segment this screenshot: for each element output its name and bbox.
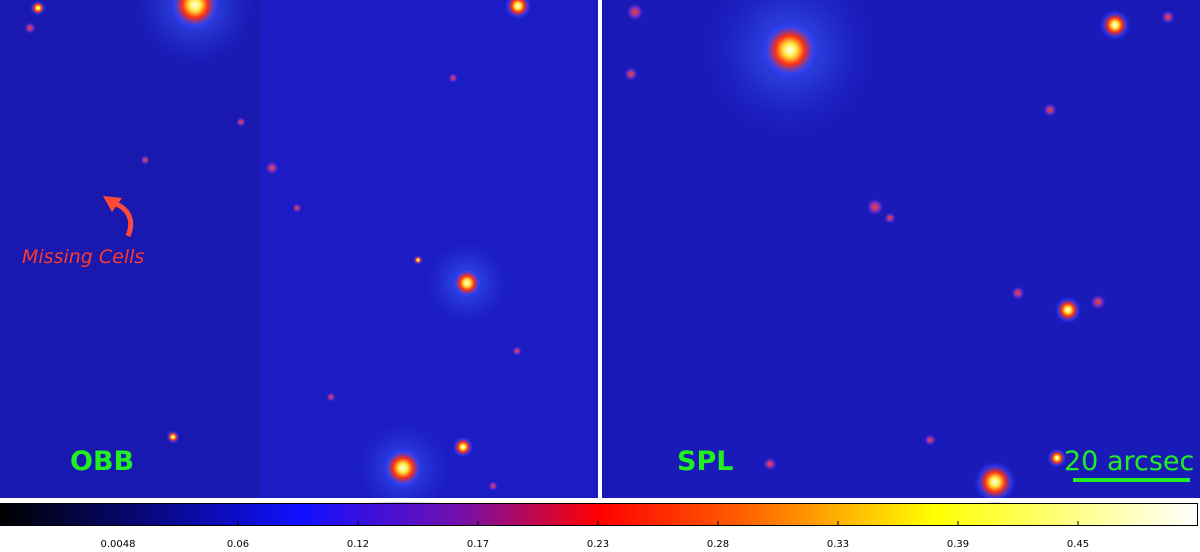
panel-label: OBB <box>70 446 134 477</box>
colorbar-tick-label: 0.06 <box>227 539 249 550</box>
scale-bar-label: 20 arcsec <box>1064 446 1194 477</box>
arrow-head <box>103 196 122 212</box>
colorbar-tick-label: 0.28 <box>707 539 729 550</box>
colorbar-tick-label: 0.33 <box>827 539 849 550</box>
colorbar-tick-label: 0.39 <box>947 539 969 550</box>
arrow <box>114 201 134 237</box>
annotation: Missing Cells <box>22 246 144 268</box>
divider <box>0 498 1200 502</box>
left-panel <box>0 0 598 518</box>
colorbar-tick-label: 0.45 <box>1067 539 1089 550</box>
divider <box>598 0 602 498</box>
colorbar-tick-label: 0.23 <box>587 539 609 550</box>
scale-bar <box>1073 478 1190 482</box>
colorbar-tick-label: 0.0048 <box>101 539 136 550</box>
colorbar-tick-label: 0.12 <box>347 539 369 550</box>
panel-label: SPL <box>677 446 733 477</box>
colorbar-tick-label: 0.17 <box>467 539 489 550</box>
colorbar <box>0 503 1198 526</box>
right-panel <box>602 0 1200 504</box>
